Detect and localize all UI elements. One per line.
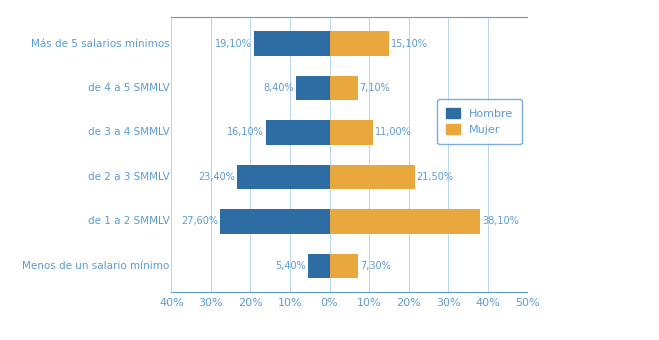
- Text: 19,10%: 19,10%: [215, 39, 252, 49]
- Text: 15,10%: 15,10%: [391, 39, 428, 49]
- Bar: [220, 209, 330, 234]
- Bar: [330, 120, 373, 145]
- Bar: [308, 254, 330, 278]
- Bar: [266, 120, 330, 145]
- Bar: [297, 76, 330, 100]
- Bar: [330, 209, 480, 234]
- Text: 7,30%: 7,30%: [360, 261, 391, 271]
- Text: de 3 a 4 SMMLV: de 3 a 4 SMMLV: [88, 128, 169, 137]
- Text: de 1 a 2 SMMLV: de 1 a 2 SMMLV: [88, 216, 169, 226]
- Text: 8,40%: 8,40%: [264, 83, 295, 93]
- Text: de 4 a 5 SMMLV: de 4 a 5 SMMLV: [88, 83, 169, 93]
- Text: 7,10%: 7,10%: [360, 83, 390, 93]
- Text: 23,40%: 23,40%: [198, 172, 235, 182]
- Bar: [330, 31, 389, 56]
- Bar: [330, 165, 415, 189]
- Text: Más de 5 salarios mínimos: Más de 5 salarios mínimos: [31, 39, 169, 49]
- Bar: [237, 165, 330, 189]
- Text: 5,40%: 5,40%: [275, 261, 306, 271]
- Text: 16,10%: 16,10%: [227, 128, 264, 137]
- Bar: [254, 31, 330, 56]
- Text: 11,00%: 11,00%: [375, 128, 412, 137]
- Text: Menos de un salario mínimo: Menos de un salario mínimo: [22, 261, 169, 271]
- Text: de 2 a 3 SMMLV: de 2 a 3 SMMLV: [88, 172, 169, 182]
- Legend: Hombre, Mujer: Hombre, Mujer: [438, 99, 522, 144]
- Bar: [330, 76, 358, 100]
- Text: 38,10%: 38,10%: [482, 216, 519, 226]
- Text: 27,60%: 27,60%: [181, 216, 218, 226]
- Text: 21,50%: 21,50%: [416, 172, 453, 182]
- Bar: [330, 254, 358, 278]
